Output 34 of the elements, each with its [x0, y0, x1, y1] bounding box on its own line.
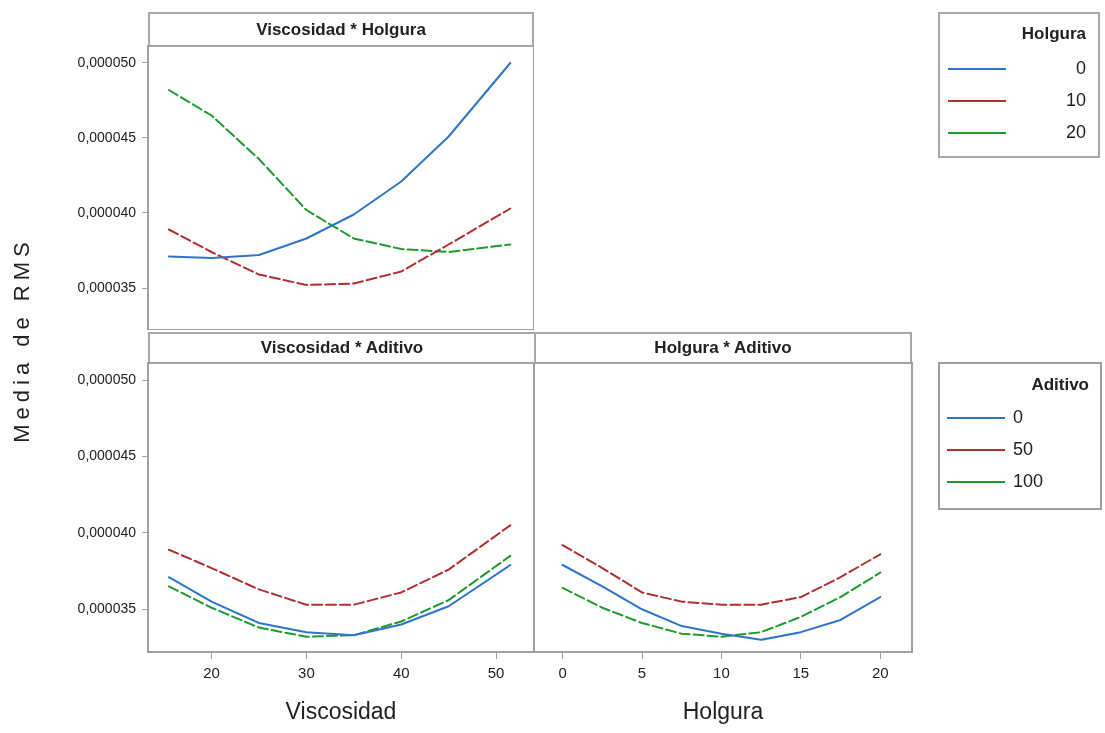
x-tick-label: 10 — [713, 664, 730, 682]
legend-label: 50 — [1013, 438, 1034, 459]
x-tick-label: 40 — [392, 664, 410, 682]
x-tick-label: 0 — [558, 664, 567, 682]
x-axis-title: Viscosidad — [285, 697, 397, 724]
chart-title: Holgura * Aditivo — [534, 332, 912, 364]
text: 0 — [1075, 58, 1086, 79]
x-tick-label: 15 — [792, 664, 810, 682]
text: 10 — [1065, 90, 1086, 111]
x-tick-label: 20 — [871, 664, 889, 682]
x-axis-title: Holgura — [682, 697, 764, 724]
x-tick-label: 50 — [487, 664, 505, 682]
legend-label: 0 — [1013, 406, 1024, 427]
y-tick-label: 0,000035 — [77, 278, 137, 295]
legend-label: 100 — [1013, 470, 1044, 491]
y-tick-label: 0,000050 — [77, 371, 137, 388]
x-tick-label: 20 — [203, 664, 220, 682]
y-tick-label: 0,000045 — [77, 128, 137, 145]
line-series — [167, 89, 512, 253]
y-tick-label: 0,000035 — [77, 600, 137, 617]
y-axis-title: Media de RMS — [9, 236, 35, 445]
legend-title: Aditivo — [1031, 374, 1089, 394]
y-tick-label: 0,000040 — [77, 203, 137, 220]
text: 20 — [1065, 122, 1086, 143]
chart-title: Viscosidad * Holgura — [148, 12, 534, 47]
legend-title: Holgura — [1021, 24, 1086, 44]
line-series — [167, 524, 512, 606]
x-tick-label: 30 — [298, 664, 315, 682]
y-tick-label: 0,000045 — [77, 447, 137, 464]
line-series — [167, 207, 512, 286]
y-tick-label: 0,000050 — [77, 53, 137, 70]
y-tick-label: 0,000040 — [77, 523, 137, 540]
x-tick-label: 5 — [637, 664, 647, 682]
chart-title: Viscosidad * Aditivo — [148, 332, 536, 364]
